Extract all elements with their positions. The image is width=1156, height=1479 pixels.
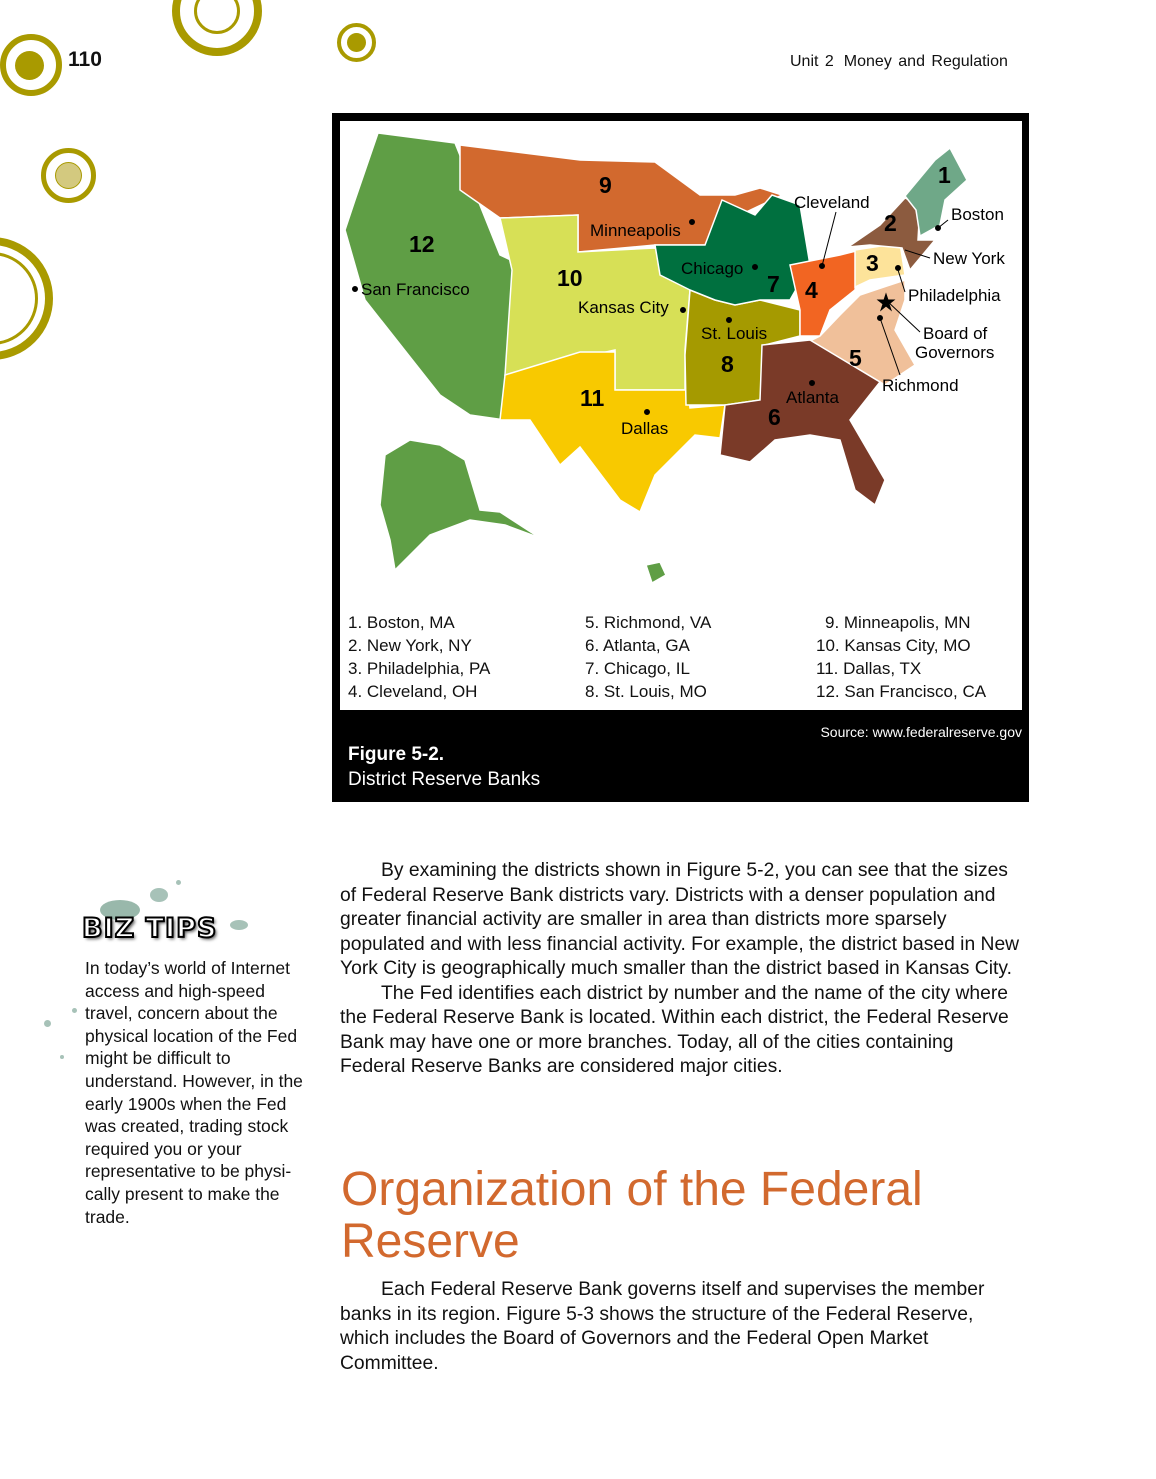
decorative-ring: [194, 0, 240, 34]
district-12-region: [344, 132, 516, 421]
page-number: 110: [68, 48, 102, 71]
decorative-ring: [172, 0, 262, 56]
legend-item: 9. Minneapolis, MN: [825, 613, 971, 632]
decorative-ring: [337, 23, 376, 62]
district-4-region: [789, 249, 861, 337]
legend-item: 3. Philadelphia, PA: [348, 659, 491, 678]
district-number: 8: [721, 351, 734, 377]
legend-item: 7. Chicago, IL: [585, 659, 690, 678]
city-label: Governors: [915, 343, 994, 362]
district-number: 10: [557, 265, 583, 291]
district-number: 5: [849, 345, 862, 371]
city-label: Chicago: [681, 259, 743, 278]
section-body: Each Federal Reserve Bank governs itself…: [340, 1278, 1020, 1376]
legend-item: 11. Dallas, TX: [816, 659, 922, 678]
biz-tips-title: BIZ TIPS: [81, 912, 218, 945]
city-label: Atlanta: [786, 388, 839, 407]
legend-column: 9. Minneapolis, MN 10. Kansas City, MO 1…: [816, 611, 986, 703]
city-label: Philadelphia: [908, 286, 1001, 305]
legend-item: 6. Atlanta, GA: [585, 636, 690, 655]
unit-label: Unit 2: [790, 53, 834, 70]
city-label: Minneapolis: [590, 221, 681, 240]
figure-content: San Francisco Minneapolis Kansas City Ch…: [340, 121, 1022, 710]
district-number: 7: [767, 271, 780, 297]
city-label: Richmond: [882, 376, 959, 395]
district-12-hawaii: [645, 561, 667, 585]
legend-item: 1. Boston, MA: [348, 613, 455, 632]
district-number: 3: [866, 250, 879, 276]
city-label: Cleveland: [794, 193, 870, 212]
decorative-ring: [41, 148, 96, 203]
legend-item: 4. Cleveland, OH: [348, 682, 478, 701]
figure-source: Source: www.federalreserve.gov: [820, 724, 1022, 740]
city-label: New York: [933, 249, 1005, 268]
district-3-region: [854, 242, 906, 289]
district-number: 12: [409, 231, 435, 257]
body-text: By examining the districts shown in Figu…: [340, 859, 1020, 1080]
star-icon: [876, 292, 896, 312]
legend-column: 1. Boston, MA 2. New York, NY 3. Philade…: [348, 611, 490, 703]
unit-title: Money and Regulation: [843, 53, 1008, 70]
biz-tips-text: In today’s world of Internet access and …: [85, 958, 303, 1227]
legend-item: 2. New York, NY: [348, 636, 472, 655]
district-6-region: [719, 339, 886, 507]
figure-caption: District Reserve Banks: [348, 769, 541, 790]
figure-title: Figure 5-2.: [348, 744, 445, 765]
district-number: 6: [768, 404, 781, 430]
district-1-region: [904, 146, 968, 238]
paragraph: Each Federal Reserve Bank governs itself…: [340, 1279, 985, 1374]
paragraph: By examining the districts shown in Figu…: [340, 860, 1020, 979]
legend-column: 5. Richmond, VA 6. Atlanta, GA 7. Chicag…: [585, 611, 711, 703]
paragraph: The Fed identifies each district by numb…: [340, 982, 1009, 1078]
legend-item: 5. Richmond, VA: [585, 613, 712, 632]
city-label: Boston: [951, 205, 1004, 224]
district-12-alaska: [379, 439, 541, 572]
figure-5-2: San Francisco Minneapolis Kansas City Ch…: [332, 113, 1029, 802]
district-number: 9: [599, 172, 612, 198]
city-label: Dallas: [621, 419, 668, 438]
city-label: Kansas City: [578, 298, 669, 317]
legend-item: 12. San Francisco, CA: [816, 682, 987, 701]
legend-item: 10. Kansas City, MO: [816, 636, 971, 655]
district-11-region: [499, 351, 726, 514]
section-heading: Organization of the Federal Reserve: [341, 1163, 923, 1268]
district-2-region: [845, 197, 937, 272]
city-label: Board of: [923, 324, 988, 343]
district-number: 1: [938, 162, 951, 188]
district-number: 2: [884, 210, 897, 236]
district-number: 11: [580, 385, 605, 411]
decorative-dot: [55, 162, 82, 189]
running-head: Unit 2 Money and Regulation: [790, 53, 1008, 71]
district-number: 4: [805, 277, 818, 303]
decorative-dot: [347, 33, 366, 52]
decorative-ring: [0, 34, 62, 96]
federal-reserve-district-map: San Francisco Minneapolis Kansas City Ch…: [344, 132, 1005, 585]
decorative-dot: [15, 51, 44, 80]
city-label: St. Louis: [701, 324, 767, 343]
city-label: San Francisco: [361, 280, 470, 299]
legend-item: 8. St. Louis, MO: [585, 682, 707, 701]
